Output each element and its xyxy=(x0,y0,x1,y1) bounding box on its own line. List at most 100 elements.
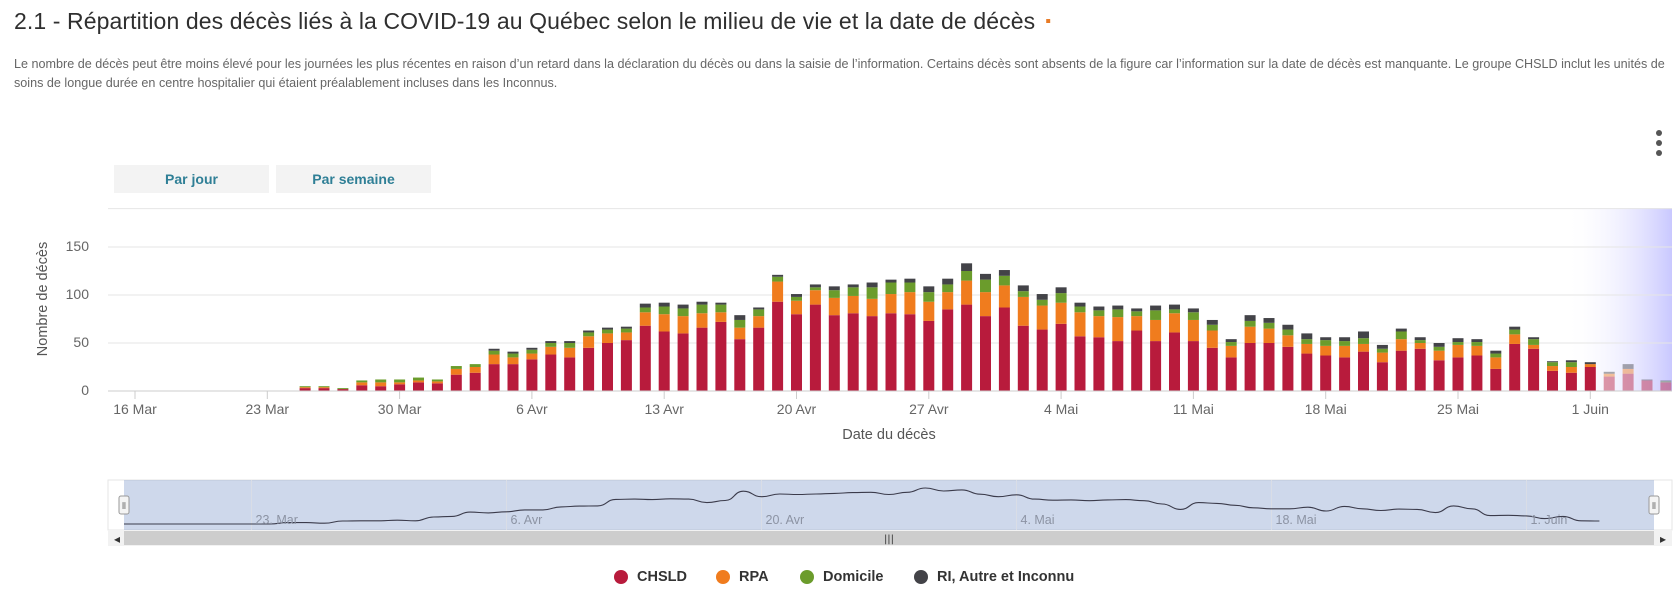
bar-segment[interactable] xyxy=(1036,299,1048,306)
bar-segment[interactable] xyxy=(923,320,935,391)
bar-segment[interactable] xyxy=(772,301,784,391)
bar-segment[interactable] xyxy=(980,279,991,293)
bar-segment[interactable] xyxy=(772,274,784,277)
bar-segment[interactable] xyxy=(1301,333,1313,340)
bar-segment[interactable] xyxy=(961,280,973,305)
bar-segment[interactable] xyxy=(1376,352,1388,363)
bar-segment[interactable] xyxy=(772,276,784,282)
bar-segment[interactable] xyxy=(1395,328,1407,332)
bar-segment[interactable] xyxy=(1017,296,1029,326)
bar-segment[interactable] xyxy=(1660,380,1672,382)
bar-segment[interactable] xyxy=(980,273,991,280)
bar-segment[interactable] xyxy=(1187,312,1199,320)
bar-segment[interactable] xyxy=(1414,337,1426,341)
bar-segment[interactable] xyxy=(639,303,651,308)
bar-segment[interactable] xyxy=(1244,326,1256,343)
bar-segment[interactable] xyxy=(677,333,689,391)
bar-segment[interactable] xyxy=(1471,355,1483,391)
bar-segment[interactable] xyxy=(1547,366,1558,371)
bar-segment[interactable] xyxy=(1528,337,1540,340)
bar-segment[interactable] xyxy=(545,341,557,343)
bar-segment[interactable] xyxy=(1131,311,1143,317)
bar-segment[interactable] xyxy=(1169,332,1180,391)
bar-segment[interactable] xyxy=(526,349,538,354)
bar-segment[interactable] xyxy=(1565,372,1577,391)
bar-segment[interactable] xyxy=(847,287,859,296)
bar-segment[interactable] xyxy=(375,382,387,387)
bar-segment[interactable] xyxy=(545,354,557,391)
bar-segment[interactable] xyxy=(526,353,538,360)
bar-segment[interactable] xyxy=(1622,373,1634,391)
bar-segment[interactable] xyxy=(961,271,973,281)
bar-segment[interactable] xyxy=(715,304,727,313)
bar-segment[interactable] xyxy=(1206,319,1218,325)
bar-segment[interactable] xyxy=(1414,340,1426,343)
navigator-left-handle[interactable] xyxy=(118,495,130,515)
bar-segment[interactable] xyxy=(1452,338,1464,343)
bar-segment[interactable] xyxy=(639,325,651,391)
bar-segment[interactable] xyxy=(658,306,670,315)
bar-segment[interactable] xyxy=(1074,336,1086,391)
bar-segment[interactable] xyxy=(299,386,311,388)
bar-segment[interactable] xyxy=(1376,362,1388,391)
bar-segment[interactable] xyxy=(1093,306,1105,311)
bar-segment[interactable] xyxy=(942,292,954,310)
bar-segment[interactable] xyxy=(847,284,859,288)
bar-segment[interactable] xyxy=(526,347,538,350)
bar-segment[interactable] xyxy=(828,290,840,298)
bar-segment[interactable] xyxy=(394,379,406,383)
bar-segment[interactable] xyxy=(375,379,387,383)
bar-segment[interactable] xyxy=(1320,355,1332,391)
bar-segment[interactable] xyxy=(318,388,330,391)
legend-item[interactable]: CHSLD xyxy=(614,567,687,587)
bar-segment[interactable] xyxy=(1093,316,1105,338)
bar-segment[interactable] xyxy=(828,315,840,391)
bar-segment[interactable] xyxy=(998,270,1010,276)
bar-segment[interactable] xyxy=(1358,331,1369,339)
bar-segment[interactable] xyxy=(658,314,670,332)
bar-segment[interactable] xyxy=(1433,360,1445,391)
bar-segment[interactable] xyxy=(1074,306,1086,313)
bar-segment[interactable] xyxy=(1358,343,1369,352)
bar-segment[interactable] xyxy=(620,326,632,329)
bar-segment[interactable] xyxy=(1414,343,1426,349)
bar-segment[interactable] xyxy=(961,304,973,391)
scroll-left-arrow-icon[interactable]: ◂ xyxy=(114,532,120,546)
bar-segment[interactable] xyxy=(1339,345,1351,358)
bar-segment[interactable] xyxy=(1395,331,1407,340)
bar-segment[interactable] xyxy=(1376,348,1388,353)
bar-segment[interactable] xyxy=(1490,353,1502,358)
bar-segment[interactable] xyxy=(1471,345,1483,356)
bar-segment[interactable] xyxy=(696,304,708,314)
bar-segment[interactable] xyxy=(1414,348,1426,391)
bar-segment[interactable] xyxy=(1565,362,1577,367)
bar-segment[interactable] xyxy=(1169,304,1180,310)
bar-segment[interactable] xyxy=(1225,357,1237,391)
bar-segment[interactable] xyxy=(1509,334,1521,344)
bar-segment[interactable] xyxy=(791,296,802,301)
bar-segment[interactable] xyxy=(1244,315,1256,321)
bar-segment[interactable] xyxy=(564,343,576,348)
bar-segment[interactable] xyxy=(1187,308,1199,313)
bar-segment[interactable] xyxy=(942,278,954,285)
bar-segment[interactable] xyxy=(1509,343,1521,391)
bar-segment[interactable] xyxy=(1131,308,1143,312)
bar-segment[interactable] xyxy=(488,354,500,365)
bar-segment[interactable] xyxy=(1565,367,1577,373)
bar-segment[interactable] xyxy=(469,372,481,391)
bar-segment[interactable] xyxy=(904,282,916,293)
bar-segment[interactable] xyxy=(1358,351,1369,391)
bar-segment[interactable] xyxy=(431,379,443,382)
bar-segment[interactable] xyxy=(1055,323,1067,391)
bar-segment[interactable] xyxy=(715,302,727,305)
bar-segment[interactable] xyxy=(1112,305,1124,310)
bar-segment[interactable] xyxy=(1565,360,1577,363)
navigator[interactable]: 23. Mar 6. Avr 20. Avr 4. Mai 18. Mai 1. Juin… xyxy=(107,479,1673,546)
per-day-button[interactable]: Par jour xyxy=(114,165,269,193)
bar-segment[interactable] xyxy=(809,290,821,305)
bar-segment[interactable] xyxy=(1433,350,1445,361)
bar-segment[interactable] xyxy=(394,384,406,391)
bar-segment[interactable] xyxy=(1263,343,1275,391)
bar-segment[interactable] xyxy=(753,307,765,310)
bar-segment[interactable] xyxy=(1584,364,1596,367)
